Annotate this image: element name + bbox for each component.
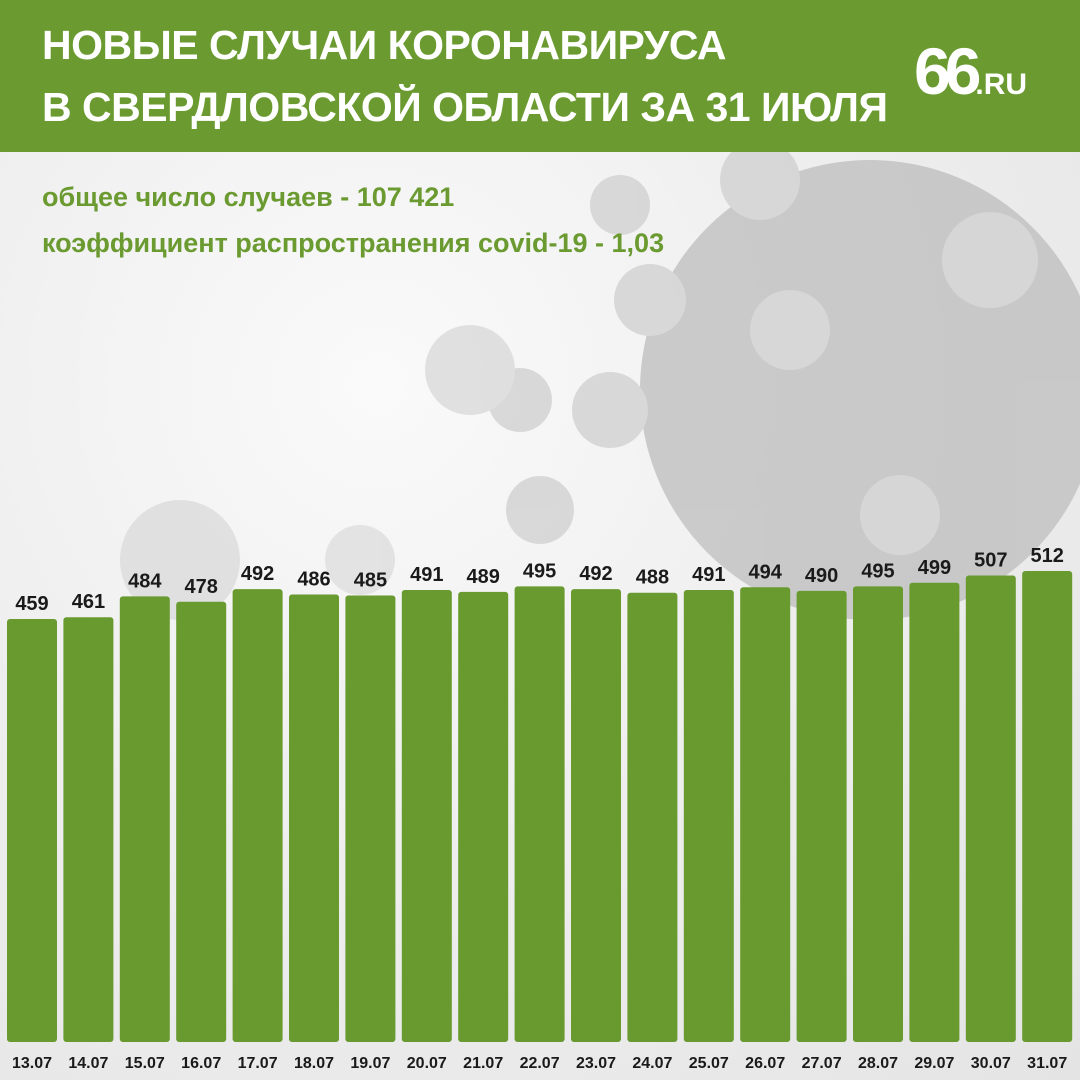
bar-value-label: 491 [692, 564, 725, 586]
site-logo: 66.RU [914, 38, 1027, 104]
bar-17.07 [232, 589, 283, 1042]
bar-31.07 [1022, 571, 1073, 1042]
bar-value-label: 461 [72, 591, 105, 613]
bar-30.07 [965, 575, 1016, 1042]
bar-value-label: 490 [805, 565, 838, 587]
bar-26.07 [740, 587, 791, 1042]
bar-value-label: 491 [410, 564, 443, 586]
x-tick-label: 16.07 [181, 1055, 221, 1072]
x-tick-label: 14.07 [68, 1055, 108, 1072]
bar-value-label: 492 [579, 563, 612, 585]
bar-value-label: 492 [241, 563, 274, 585]
page-title-line-1: НОВЫЕ СЛУЧАИ КОРОНАВИРУСА [42, 22, 727, 68]
bar-value-label: 495 [523, 560, 556, 582]
logo-suffix: RU [983, 68, 1028, 101]
bar-22.07 [514, 586, 565, 1042]
bar-value-label: 489 [467, 566, 500, 588]
x-tick-label: 15.07 [125, 1055, 165, 1072]
x-tick-label: 21.07 [463, 1055, 503, 1072]
bar-15.07 [119, 596, 170, 1042]
x-tick-label: 19.07 [350, 1055, 390, 1072]
x-tick-label: 28.07 [858, 1055, 898, 1072]
bar-21.07 [458, 591, 509, 1042]
x-tick-label: 27.07 [802, 1055, 842, 1072]
logo-number: 66 [914, 34, 981, 108]
x-tick-label: 22.07 [520, 1055, 560, 1072]
bar-value-label: 459 [15, 593, 48, 615]
logo-dot: . [975, 68, 984, 101]
bar-16.07 [176, 601, 227, 1042]
bar-value-label: 484 [128, 570, 162, 592]
bar-19.07 [345, 595, 396, 1042]
bar-29.07 [909, 582, 960, 1042]
x-tick-label: 29.07 [914, 1055, 954, 1072]
bar-value-label: 495 [861, 560, 894, 582]
x-tick-label: 26.07 [745, 1055, 785, 1072]
bar-23.07 [571, 589, 621, 1042]
bar-13.07 [7, 619, 57, 1042]
bar-value-label: 486 [297, 569, 330, 591]
spread-rate-stat: коэффициент распространения covid-19 - 1… [42, 228, 665, 258]
x-tick-label: 18.07 [294, 1055, 334, 1072]
bar-value-label: 488 [636, 567, 669, 589]
bar-18.07 [289, 594, 339, 1042]
bar-value-label: 485 [354, 569, 387, 591]
bar-24.07 [627, 592, 678, 1042]
bar-27.07 [796, 590, 847, 1042]
x-tick-label: 13.07 [12, 1055, 52, 1072]
x-tick-label: 25.07 [689, 1055, 729, 1072]
x-tick-label: 20.07 [407, 1055, 447, 1072]
bar-value-label: 499 [918, 557, 951, 579]
bar-value-label: 507 [974, 550, 1007, 572]
x-tick-label: 24.07 [632, 1055, 672, 1072]
bar-28.07 [853, 586, 903, 1042]
x-tick-label: 23.07 [576, 1055, 616, 1072]
x-tick-label: 30.07 [971, 1055, 1011, 1072]
x-tick-label: 17.07 [238, 1055, 278, 1072]
bar-value-label: 512 [1031, 545, 1064, 567]
x-tick-label: 31.07 [1027, 1055, 1067, 1072]
bar-14.07 [63, 617, 114, 1042]
bar-25.07 [683, 590, 734, 1042]
header-banner: НОВЫЕ СЛУЧАИ КОРОНАВИРУСА В СВЕРДЛОВСКОЙ… [0, 0, 1080, 152]
bar-value-label: 478 [185, 576, 218, 598]
page-title-line-2: В СВЕРДЛОВСКОЙ ОБЛАСТИ ЗА 31 ИЮЛЯ [42, 84, 888, 130]
total-cases-stat: общее число случаев - 107 421 [42, 182, 455, 212]
bar-20.07 [401, 590, 452, 1042]
bar-value-label: 494 [749, 561, 783, 583]
